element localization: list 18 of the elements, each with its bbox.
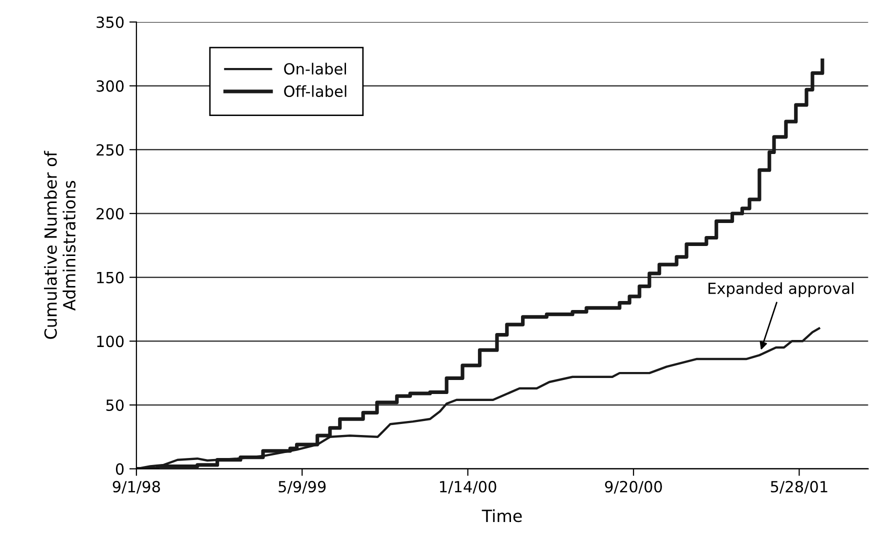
y-tick-label: 0 [116, 463, 124, 475]
x-tick-label: 1/14/00 [440, 480, 496, 494]
y-tick-label: 50 [106, 399, 124, 411]
y-tick-label: 300 [96, 80, 124, 92]
x-tick-label: 9/20/00 [605, 480, 662, 494]
y-tick-label: 150 [97, 272, 124, 284]
y-axis-title: Cumulative Number of Administrations [44, 150, 76, 339]
y-tick-label: 350 [96, 16, 124, 28]
legend-label: On-label [284, 62, 346, 75]
y-tick-label: 200 [96, 208, 124, 220]
x-tick-label: 5/28/01 [770, 480, 828, 494]
x-tick-label: 9/1/98 [112, 480, 160, 494]
y-tick-label: 100 [97, 336, 124, 348]
legend-label: Off-label [284, 85, 346, 98]
x-axis-title: Time [482, 509, 522, 522]
y-tick-label: 250 [96, 144, 124, 156]
annotation: Expanded approval [708, 282, 854, 298]
x-tick-label: 5/9/99 [278, 480, 326, 494]
